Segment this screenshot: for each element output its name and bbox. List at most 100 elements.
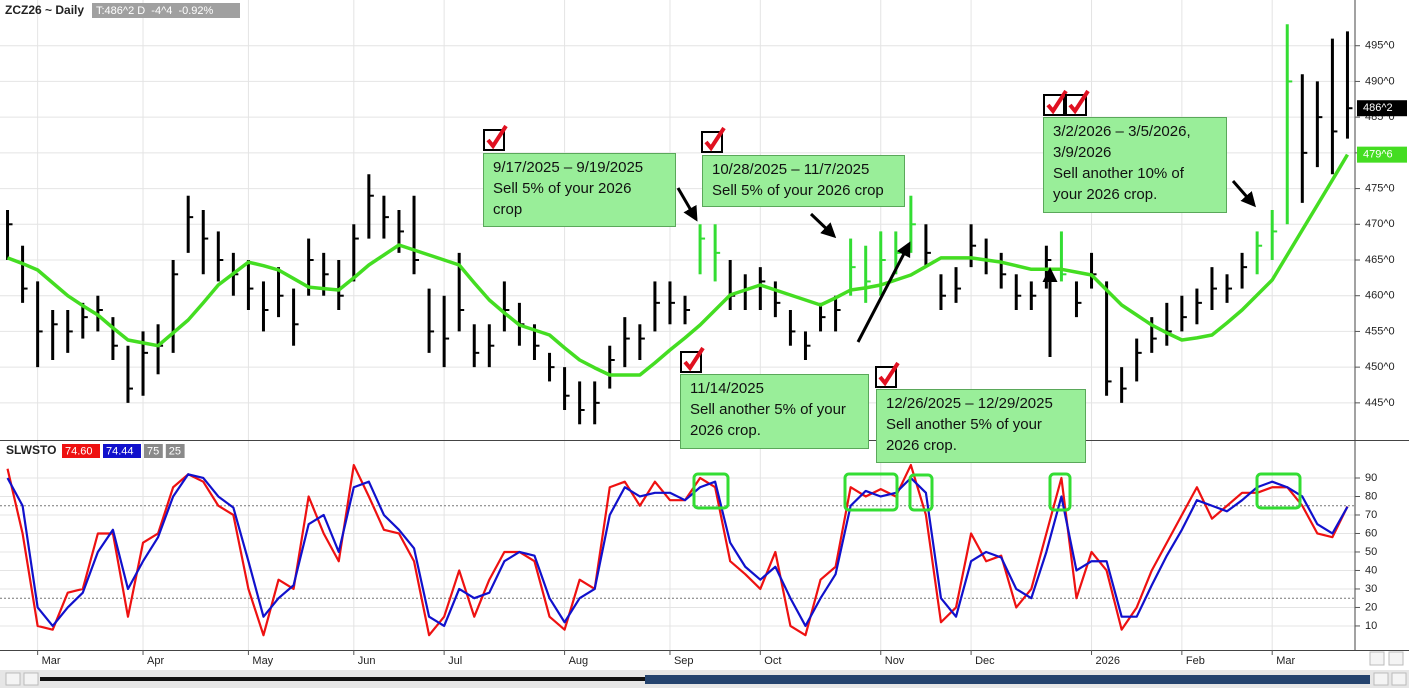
readout-box <box>165 444 185 458</box>
y-tick-label: 40 <box>1365 564 1377 576</box>
readout-box <box>144 444 163 458</box>
highlight-box <box>692 472 730 510</box>
highlight-box <box>843 472 899 512</box>
scroll-button[interactable] <box>1373 672 1389 686</box>
annotation-line: 3/9/2026 <box>1053 144 1112 161</box>
check-icons <box>483 89 1090 388</box>
highlight-box <box>1048 472 1072 512</box>
readout-box <box>103 444 141 458</box>
readout-label: 75 <box>147 445 159 457</box>
y-tick-label: 70 <box>1365 509 1377 521</box>
quote-box <box>92 3 240 18</box>
annotation-line: Sell 5% of your 2026 crop <box>712 182 884 199</box>
y-tick-label: 10 <box>1365 620 1377 632</box>
x-tick-label: Aug <box>569 655 589 667</box>
arrows <box>676 180 1256 357</box>
x-tick-label: Dec <box>975 655 995 667</box>
plot <box>0 24 1355 637</box>
scrollbar-range <box>40 677 645 681</box>
scrollbar <box>0 651 1409 688</box>
x-tick-label: Jun <box>358 655 376 667</box>
check-icon <box>1065 89 1090 116</box>
check-icon <box>680 346 705 373</box>
readout-label: 74.60 <box>65 445 93 457</box>
y-tick-label: 30 <box>1365 583 1377 595</box>
y-tick-label: 60 <box>1365 527 1377 539</box>
check-icon <box>875 361 900 388</box>
scrollbar-thumb[interactable] <box>645 675 1370 684</box>
readout-label: 25 <box>169 445 181 457</box>
y-tick-label: 460^0 <box>1365 290 1395 302</box>
y-tick-label: 475^0 <box>1365 182 1395 194</box>
x-tick-label: Apr <box>147 655 164 667</box>
arrow <box>1231 180 1256 208</box>
scroll-button[interactable] <box>1369 651 1385 666</box>
scroll-button[interactable] <box>23 672 39 686</box>
check-icon <box>701 126 726 153</box>
annotation-line: 2026 crop. <box>690 422 761 439</box>
x-tick-label: Jul <box>448 655 462 667</box>
y-tick-label: 455^0 <box>1365 325 1395 337</box>
axes: Mar Apr May Jun Jul Aug Sep Oct Nov Dec 2026 Feb Mar… <box>0 0 1409 667</box>
y-tick-label: 50 <box>1365 546 1377 558</box>
y-tick-label: 465^0 <box>1365 254 1395 266</box>
x-tick-label: Sep <box>674 655 694 667</box>
y-tick-label: 490^0 <box>1365 75 1395 87</box>
scroll-button[interactable] <box>1391 672 1407 686</box>
price-tag-box <box>1357 146 1407 163</box>
indicator-title: SLWSTO <box>6 443 56 457</box>
x-tick-label: Oct <box>764 655 781 667</box>
annotation: 12/26/2025 – 12/29/2025 Sell another 5% … <box>876 389 1086 463</box>
price-tag-label: 486^2 <box>1363 102 1393 114</box>
annotation-line: 12/26/2025 – 12/29/2025 <box>886 395 1053 412</box>
y-tick-label: 445^0 <box>1365 397 1395 409</box>
chart-title: ZCZ26 ~ Daily <box>5 3 84 17</box>
x-tick-label: May <box>252 655 273 667</box>
indicator-line <box>6 473 1349 628</box>
y-tick-label: 80 <box>1365 490 1377 502</box>
arrow <box>809 212 837 239</box>
scroll-button[interactable] <box>1388 651 1404 666</box>
annotation: 11/14/2025 Sell another 5% of your 2026 … <box>680 374 869 449</box>
annotation-line: Sell 5% of your 2026 <box>493 180 632 197</box>
x-tick-label: Mar <box>1276 655 1295 667</box>
check-icon <box>483 124 508 151</box>
y-tick-label: 450^0 <box>1365 361 1395 373</box>
annotation: 3/2/2026 – 3/5/2026, 3/9/2026 Sell anoth… <box>1043 117 1227 213</box>
annotation-line: 3/2/2026 – 3/5/2026, <box>1053 123 1191 140</box>
y-tick-label: 495^0 <box>1365 40 1395 52</box>
arrow <box>856 241 911 343</box>
annotation-line: Sell another 5% of your <box>886 416 1042 433</box>
highlight-box <box>908 473 934 512</box>
price-tag-label: 479^6 <box>1363 149 1393 161</box>
check-icon <box>1043 89 1068 116</box>
x-tick-label: Feb <box>1186 655 1205 667</box>
annotation-line: 2026 crop. <box>886 437 957 454</box>
x-tick-label: 2026 <box>1096 655 1120 667</box>
x-tick-label: Nov <box>885 655 905 667</box>
annotation-line: 9/17/2025 – 9/19/2025 <box>493 159 644 176</box>
grid <box>0 0 1355 650</box>
stochastic-highlights <box>692 472 1302 512</box>
readout-label: 74.44 <box>106 445 134 457</box>
y-tick-label: 20 <box>1365 601 1377 613</box>
y-tick-label: 90 <box>1365 472 1377 484</box>
y-tick-label: 470^0 <box>1365 218 1395 230</box>
indicator-line <box>6 463 1349 637</box>
annotation: 10/28/2025 – 11/7/2025 Sell 5% of your 2… <box>702 155 905 207</box>
x-tick-label: Mar <box>42 655 61 667</box>
annotation-line: crop <box>493 201 523 218</box>
quote: T:486^2 D -4^4 -0.92% <box>96 5 214 17</box>
annotation-line: Sell another 5% of your <box>690 401 846 418</box>
annotation-line: 10/28/2025 – 11/7/2025 <box>712 161 870 178</box>
moving-average <box>6 153 1349 377</box>
highlight-box <box>1255 472 1302 510</box>
scroll-button[interactable] <box>5 672 21 686</box>
header: ZCZ26 ~ Daily T:486^2 D -4^4 -0.92% SLWS… <box>5 3 240 457</box>
readout-box <box>62 444 100 458</box>
arrow <box>676 187 698 222</box>
annotation-line: 11/14/2025 <box>690 380 764 397</box>
annotation: 9/17/2025 – 9/19/2025 Sell 5% of your 20… <box>483 153 676 227</box>
